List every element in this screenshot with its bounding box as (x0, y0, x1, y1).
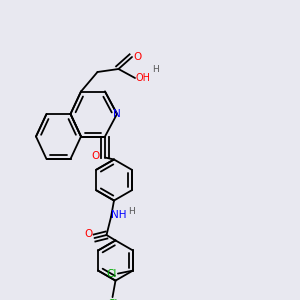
Text: N: N (113, 109, 121, 119)
Text: NH: NH (111, 210, 126, 220)
Text: Cl: Cl (107, 268, 117, 279)
Text: Cl: Cl (107, 299, 118, 300)
Text: OH: OH (135, 73, 150, 83)
Text: H: H (152, 65, 159, 74)
Text: H: H (128, 207, 135, 216)
Text: O: O (133, 52, 142, 62)
Text: O: O (91, 151, 100, 161)
Text: O: O (84, 230, 93, 239)
